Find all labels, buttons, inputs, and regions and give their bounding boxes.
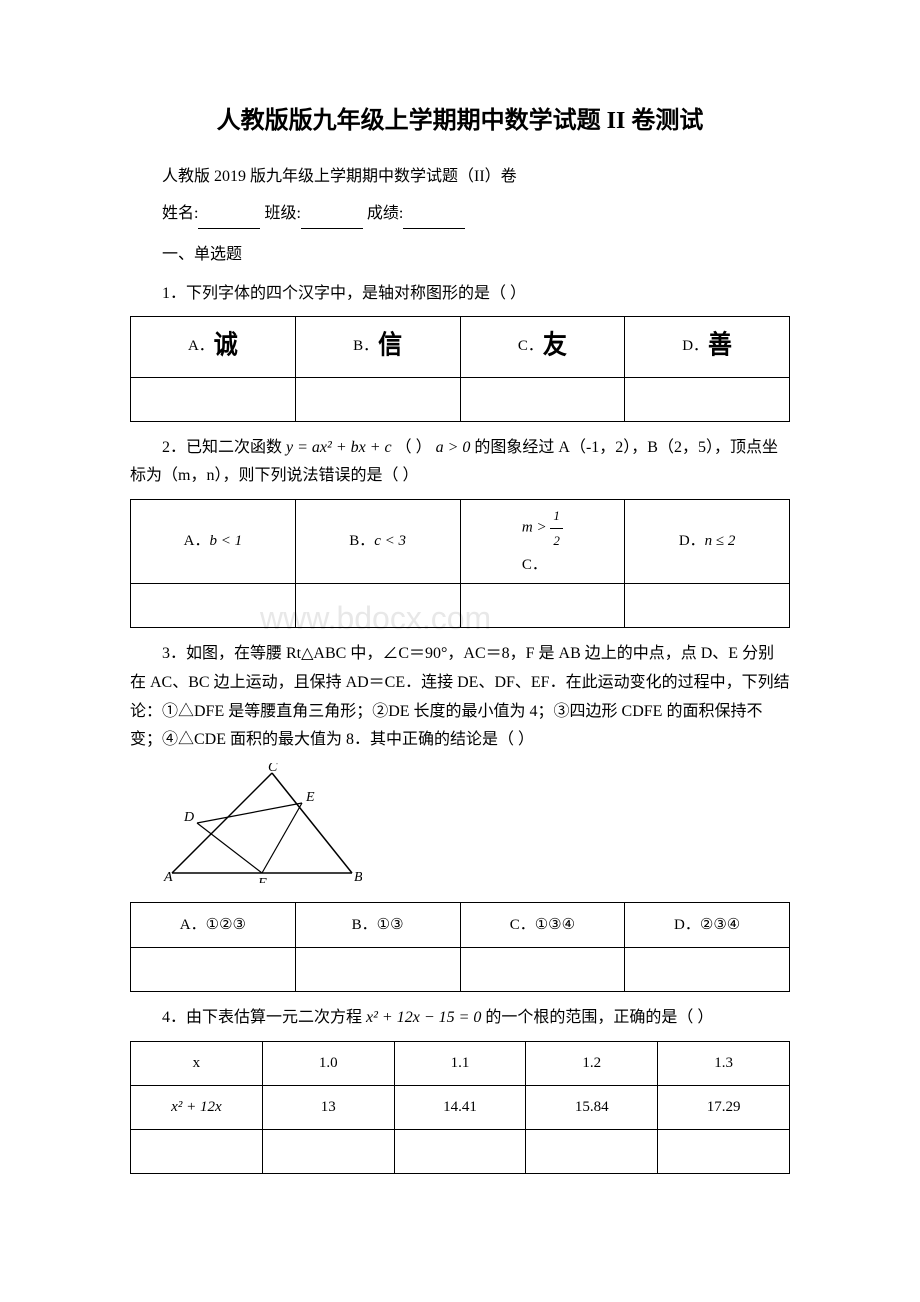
q3-opt-a: A．①②③ — [131, 902, 296, 947]
q2-formula1: y = ax² + bx + c — [286, 439, 392, 456]
q1-opt-b: B．信 — [295, 317, 460, 377]
label-f: F — [257, 876, 267, 883]
table-row: x² + 12x 13 14.41 15.84 17.29 — [131, 1085, 790, 1129]
q2-mid1: （ ） — [396, 439, 432, 456]
opt-label: C． — [522, 552, 563, 579]
q4-col2: 1.2 — [526, 1041, 658, 1085]
label-a: A — [163, 870, 173, 883]
name-line: 姓名: 班级: 成绩: — [130, 200, 790, 229]
opt-val: ①③④ — [535, 916, 575, 933]
opt-label: C． — [510, 917, 535, 933]
opt-label: D． — [679, 533, 705, 549]
q1-text: 1．下列字体的四个汉字中，是轴对称图形的是（ ） — [130, 280, 790, 309]
q3-options-table: A．①②③ B．①③ C．①③④ D．②③④ — [130, 902, 790, 992]
q4-val2: 15.84 — [526, 1085, 658, 1129]
opt-label: C． — [518, 338, 543, 354]
table-row-empty — [131, 377, 790, 421]
q4-header-expr: x² + 12x — [131, 1085, 263, 1129]
opt-label: B． — [349, 533, 374, 549]
section-header: 一、单选题 — [130, 241, 790, 270]
char-icon: 诚 — [214, 323, 238, 371]
q2-text: 2．已知二次函数 y = ax² + bx + c （ ） a > 0 的图象经… — [130, 434, 790, 492]
q4-pre: 4．由下表估算一元二次方程 — [162, 1009, 362, 1026]
q4-text: 4．由下表估算一元二次方程 x² + 12x − 15 = 0 的一个根的范围，… — [130, 1004, 790, 1033]
score-blank — [403, 228, 465, 229]
q4-val3: 17.29 — [658, 1085, 790, 1129]
label-c: C — [268, 763, 278, 775]
opt-label: A． — [188, 338, 214, 354]
label-b: B — [354, 870, 362, 883]
subtitle: 人教版 2019 版九年级上学期期中数学试题（II）卷 — [130, 163, 790, 192]
q2-opt-a: A．b < 1 — [131, 500, 296, 584]
q4-col0: 1.0 — [262, 1041, 394, 1085]
char-icon: 信 — [378, 323, 402, 371]
table-row: x 1.0 1.1 1.2 1.3 — [131, 1041, 790, 1085]
opt-math: b < 1 — [209, 533, 242, 549]
q1-options-table: A．诚 B．信 C．友 D．善 — [130, 316, 790, 421]
expr-label: x² + 12x — [171, 1099, 221, 1115]
q4-col1: 1.1 — [394, 1041, 526, 1085]
q4-val0: 13 — [262, 1085, 394, 1129]
name-blank — [198, 228, 260, 229]
q3-opt-b: B．①③ — [295, 902, 460, 947]
q3-text: 3．如图，在等腰 Rt△ABC 中，∠C＝90°，AC＝8，F 是 AB 边上的… — [130, 640, 790, 755]
q3-opt-d: D．②③④ — [625, 902, 790, 947]
q1-opt-d: D．善 — [625, 317, 790, 377]
table-row-empty — [131, 1129, 790, 1173]
char-icon: 友 — [543, 323, 567, 371]
table-row: A．诚 B．信 C．友 D．善 — [131, 317, 790, 377]
opt-label: D． — [674, 917, 700, 933]
q4-post: 的一个根的范围，正确的是（ ） — [485, 1009, 713, 1026]
char-icon: 善 — [708, 323, 732, 371]
q2-options-table: A．b < 1 B．c < 3 m > 12C． D．n ≤ 2 — [130, 499, 790, 628]
opt-label: A． — [180, 917, 206, 933]
q1-opt-a: A．诚 — [131, 317, 296, 377]
opt-val: ①③ — [377, 916, 404, 933]
opt-math: c < 3 — [374, 533, 406, 549]
opt-label: B． — [353, 338, 378, 354]
q4-val1: 14.41 — [394, 1085, 526, 1129]
table-row: A．b < 1 B．c < 3 m > 12C． D．n ≤ 2 — [131, 500, 790, 584]
q4-data-table: x 1.0 1.1 1.2 1.3 x² + 12x 13 14.41 15.8… — [130, 1041, 790, 1174]
q3-figure: A B C D E F — [162, 763, 790, 894]
q4-col3: 1.3 — [658, 1041, 790, 1085]
table-row: A．①②③ B．①③ C．①③④ D．②③④ — [131, 902, 790, 947]
opt-val: ②③④ — [700, 916, 740, 933]
q2-pre: 2．已知二次函数 — [162, 439, 282, 456]
table-row-empty — [131, 583, 790, 627]
class-label: 班级: — [264, 205, 300, 222]
table-row-empty — [131, 947, 790, 991]
opt-label: D． — [682, 338, 708, 354]
opt-val: ①②③ — [206, 916, 246, 933]
q1-opt-c: C．友 — [460, 317, 625, 377]
name-label: 姓名: — [162, 205, 198, 222]
opt-label: B． — [352, 917, 377, 933]
q2-opt-d: D．n ≤ 2 — [625, 500, 790, 584]
opt-label: A． — [184, 533, 210, 549]
page-title: 人教版版九年级上学期期中数学试题 II 卷测试 — [130, 100, 790, 143]
opt-math: n ≤ 2 — [705, 533, 736, 549]
q3-opt-c: C．①③④ — [460, 902, 625, 947]
q4-formula: x² + 12x − 15 = 0 — [366, 1009, 481, 1026]
q4-header-x: x — [131, 1041, 263, 1085]
label-d: D — [183, 810, 194, 825]
score-label: 成绩: — [367, 205, 403, 222]
q2-opt-c: m > 12C． — [460, 500, 625, 584]
q2-opt-b: B．c < 3 — [295, 500, 460, 584]
label-e: E — [305, 790, 315, 805]
class-blank — [301, 228, 363, 229]
q2-formula2: a > 0 — [436, 439, 471, 456]
